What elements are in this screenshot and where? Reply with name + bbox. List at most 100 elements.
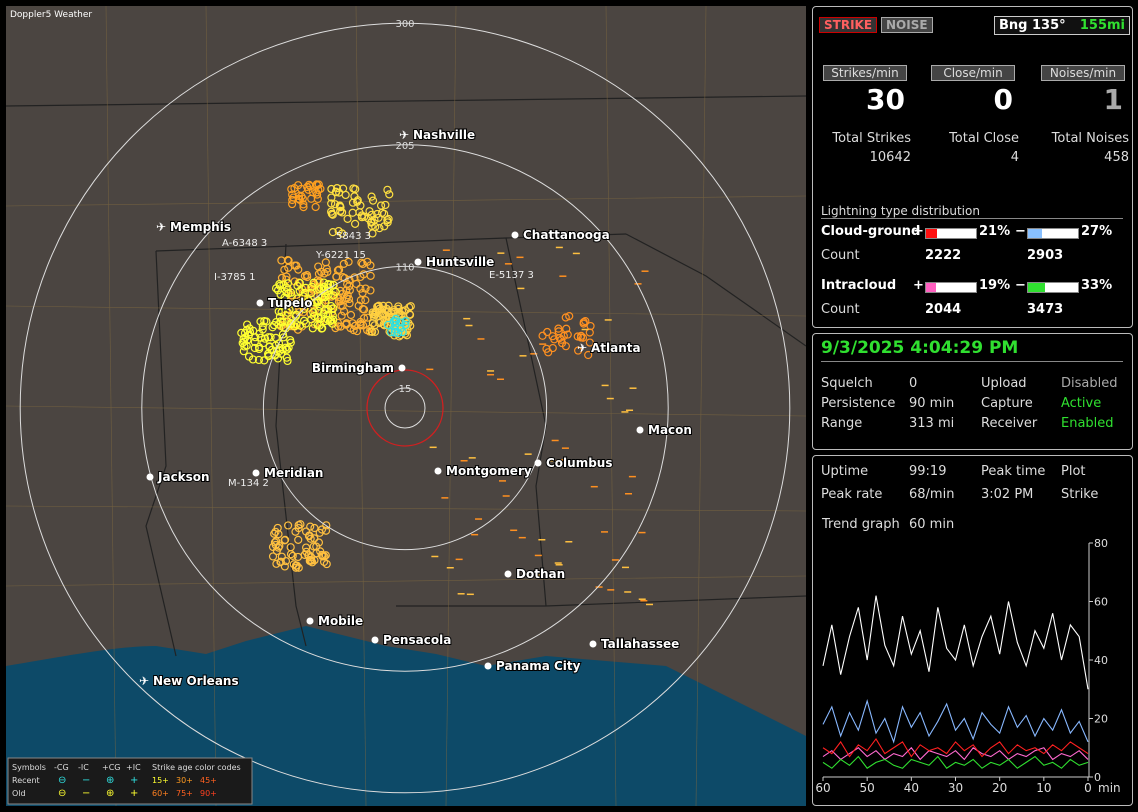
legend-icon: − bbox=[82, 788, 90, 799]
strike-marker bbox=[366, 261, 375, 270]
strike-marker bbox=[322, 559, 331, 569]
range-ring bbox=[384, 387, 426, 429]
strike-marker bbox=[336, 297, 345, 306]
airport-icon: ✈ bbox=[139, 674, 149, 688]
strike-marker bbox=[345, 275, 354, 284]
strike-marker bbox=[248, 355, 258, 364]
noise-button[interactable]: NOISE bbox=[881, 17, 933, 33]
storm-label: 5843 3 bbox=[336, 231, 371, 242]
strike-marker bbox=[368, 196, 378, 205]
strike-marker bbox=[561, 342, 571, 351]
legend-symbol: +CG bbox=[102, 763, 121, 772]
strike-marker bbox=[401, 317, 410, 326]
strike-dash bbox=[554, 562, 562, 564]
legend-icon: ⊕ bbox=[106, 775, 114, 786]
setting-text: Receiver bbox=[981, 416, 1038, 431]
strike-marker bbox=[281, 556, 291, 566]
strike-marker bbox=[327, 301, 336, 311]
legend-icon: − bbox=[82, 775, 90, 786]
strike-marker bbox=[332, 184, 342, 193]
strike-marker bbox=[314, 538, 324, 547]
city-label: Mobile bbox=[318, 614, 363, 628]
city-dot bbox=[252, 469, 260, 477]
strike-dash bbox=[622, 566, 630, 569]
strike-dash bbox=[551, 439, 559, 442]
total-value: 4 bbox=[1010, 150, 1019, 165]
legend-age: 90+ bbox=[200, 789, 217, 798]
type-name: Intracloud bbox=[821, 278, 897, 293]
y-tick-label: 60 bbox=[1094, 596, 1108, 609]
strike-marker bbox=[296, 321, 305, 330]
strike-marker bbox=[363, 326, 372, 335]
strike-marker bbox=[368, 229, 377, 238]
strike-dash bbox=[624, 591, 632, 593]
city-label: Dothan bbox=[516, 567, 565, 581]
strike-marker bbox=[366, 286, 375, 295]
x-axis-label: min bbox=[1098, 781, 1121, 795]
uptime-text: 99:19 bbox=[909, 464, 947, 479]
setting-text: Persistence bbox=[821, 396, 896, 411]
y-tick-label: 20 bbox=[1094, 713, 1108, 726]
divider bbox=[821, 361, 1123, 362]
strike-marker bbox=[344, 294, 354, 304]
strike-marker bbox=[585, 328, 594, 337]
city-dot bbox=[511, 231, 519, 239]
strike-marker bbox=[367, 327, 376, 336]
settings-panel: 9/3/2025 4:04:29 PM Squelch 0 Upload Disabl… bbox=[812, 333, 1133, 450]
strike-button[interactable]: STRIKE bbox=[819, 17, 878, 33]
strike-marker bbox=[349, 326, 358, 335]
percent-track bbox=[925, 282, 977, 293]
storm-label: A-6348 3 bbox=[222, 238, 267, 249]
strike-marker bbox=[283, 279, 292, 288]
legend-box bbox=[7, 757, 253, 805]
strike-marker bbox=[384, 301, 393, 310]
trend-line bbox=[822, 737, 1089, 758]
rate-header: Noises/min bbox=[1041, 65, 1125, 81]
strike-marker bbox=[391, 317, 401, 326]
strike-dash bbox=[463, 317, 471, 320]
strike-marker bbox=[342, 319, 351, 328]
rate-value: 1 bbox=[1103, 83, 1123, 116]
percent-track bbox=[1027, 228, 1079, 239]
strike-dash bbox=[497, 252, 505, 254]
strike-dash bbox=[524, 453, 532, 455]
airport-icon: ✈ bbox=[577, 341, 587, 355]
county-lines bbox=[6, 6, 806, 806]
strike-marker bbox=[260, 316, 269, 326]
strike-marker bbox=[315, 285, 324, 294]
strike-marker bbox=[239, 347, 248, 356]
strike-dash bbox=[640, 599, 648, 602]
strike-marker bbox=[350, 321, 360, 331]
map-title: Doppler5 Weather bbox=[10, 10, 92, 20]
strike-marker bbox=[336, 286, 345, 296]
strike-marker bbox=[352, 279, 361, 289]
legend-age: 60+ bbox=[152, 789, 169, 798]
uptime-text: Peak rate bbox=[821, 487, 883, 502]
strike-marker bbox=[328, 228, 337, 237]
total-value: 458 bbox=[1104, 150, 1129, 165]
strike-marker bbox=[280, 562, 289, 571]
range-ring bbox=[19, 22, 791, 794]
sign: + bbox=[913, 278, 924, 293]
strike-marker bbox=[276, 557, 285, 566]
strike-marker bbox=[358, 304, 368, 314]
strike-dash bbox=[628, 475, 636, 478]
strike-dash bbox=[504, 263, 512, 265]
strike-dash bbox=[431, 555, 439, 558]
strike-marker bbox=[350, 219, 360, 228]
legend-age: 75+ bbox=[176, 789, 193, 798]
strike-dash bbox=[466, 593, 474, 596]
legend: Symbols Recent Old Strike age color codes -C… bbox=[7, 757, 253, 805]
x-tick-label: 30 bbox=[948, 781, 963, 795]
strike-dash bbox=[496, 378, 504, 380]
legend-symbol: -CG bbox=[54, 763, 69, 772]
strike-dash bbox=[596, 345, 604, 348]
sign: − bbox=[1015, 224, 1026, 239]
city-label: Tallahassee bbox=[601, 637, 679, 651]
city-dot bbox=[256, 299, 264, 307]
legend-age: 30+ bbox=[176, 776, 193, 785]
strike-marker bbox=[273, 523, 282, 533]
city-label: Pensacola bbox=[383, 633, 451, 647]
strike-marker bbox=[349, 184, 358, 193]
city-dot bbox=[534, 459, 542, 467]
